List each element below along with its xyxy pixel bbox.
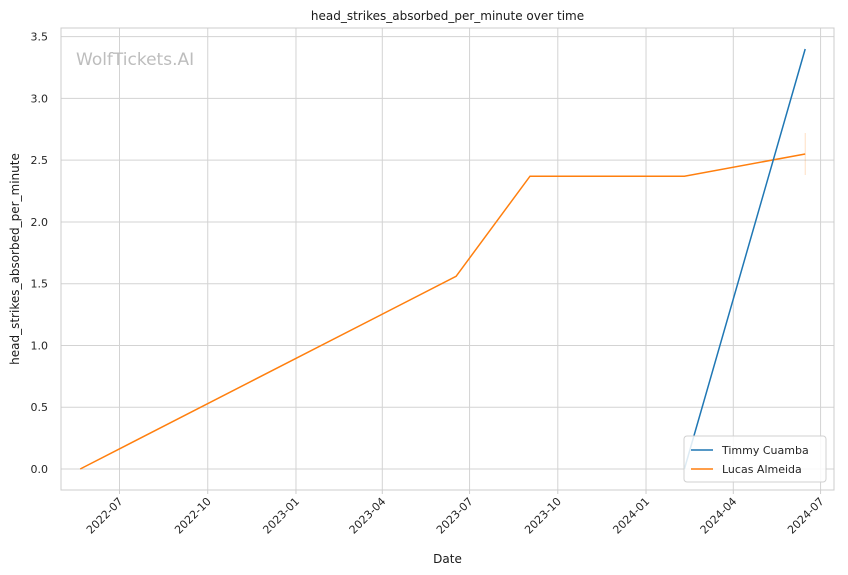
grid xyxy=(61,28,834,490)
x-tick-label: 2024-04 xyxy=(698,495,740,537)
x-tick-label: 2022-07 xyxy=(84,495,126,537)
plot-area-frame xyxy=(60,27,835,491)
y-tick-label: 0.0 xyxy=(31,463,49,476)
y-tick-label: 0.5 xyxy=(31,401,49,414)
series-line-lucas-almeida xyxy=(79,153,806,470)
y-tick-label: 1.0 xyxy=(31,339,49,352)
watermark-text: WolfTickets.AI xyxy=(76,50,194,70)
series-layer xyxy=(79,48,806,470)
y-tick-label: 3.0 xyxy=(31,92,49,105)
y-tick-label: 1.5 xyxy=(31,278,49,291)
x-axis-title: Date xyxy=(433,552,462,566)
x-tick-label: 2024-01 xyxy=(610,495,652,537)
x-tick-label: 2024-07 xyxy=(785,495,827,537)
x-tick-label: 2023-07 xyxy=(434,495,476,537)
legend: Timmy Cuamba Lucas Almeida xyxy=(683,435,827,483)
x-tick-labels: 2022-07 2022-10 2023-01 2023-04 2023-07 2023-… xyxy=(84,490,827,537)
x-tick-label: 2022-10 xyxy=(172,495,214,537)
y-tick-label: 2.5 xyxy=(31,154,49,167)
y-tick-labels: 0.0 0.5 1.0 1.5 2.0 2.5 3.0 3.5 xyxy=(31,31,49,476)
x-tick-label: 2023-10 xyxy=(522,495,564,537)
legend-box xyxy=(683,435,827,483)
x-tick-label: 2023-01 xyxy=(260,495,302,537)
y-axis-title: head_strikes_absorbed_per_minute xyxy=(8,153,22,365)
legend-label-timmy-cuamba: Timmy Cuamba xyxy=(721,444,809,457)
y-tick-label: 2.0 xyxy=(31,216,49,229)
y-tick-label: 3.5 xyxy=(31,31,49,44)
legend-label-lucas-almeida: Lucas Almeida xyxy=(722,463,802,476)
chart-title: head_strikes_absorbed_per_minute over ti… xyxy=(311,9,584,23)
series-line-timmy-cuamba xyxy=(683,48,806,470)
x-tick-label: 2023-04 xyxy=(347,495,389,537)
